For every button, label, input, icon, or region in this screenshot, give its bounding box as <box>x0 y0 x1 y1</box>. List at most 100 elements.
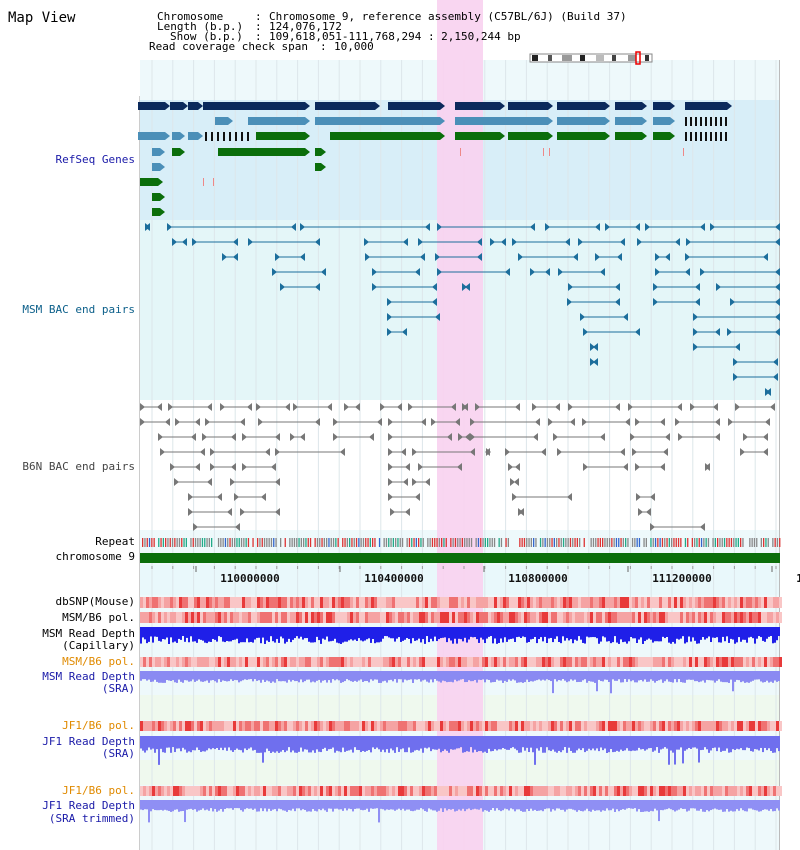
gene-arrow <box>321 148 326 156</box>
msm-sra-depth-bar <box>214 671 216 682</box>
dbsnp-cell <box>740 597 743 608</box>
msm-sra-depth-bar <box>692 671 694 680</box>
ideogram <box>529 53 653 63</box>
msm-sra-depth-bar <box>304 671 306 682</box>
colon: : <box>255 20 262 33</box>
track-label-msm-b6-pol-2[interactable]: MSM/B6 pol. <box>62 655 135 668</box>
jf1-sra-depth-bar <box>204 736 206 752</box>
jf1-trim-depth-bar <box>496 800 498 809</box>
msm-sra-depth-bar <box>708 671 710 681</box>
bac-end <box>655 253 660 261</box>
dbsnp-cell <box>548 597 551 608</box>
msm-pol-cell <box>212 612 215 623</box>
jf1-sra-depth-bar <box>188 736 190 752</box>
track-label-refseq[interactable]: RefSeq Genes <box>55 153 135 166</box>
msm-capillary-depth-bar <box>466 627 468 643</box>
jf1-pol-cell <box>170 721 173 731</box>
msm-pol-cell <box>578 612 581 623</box>
msm-pol-cell <box>545 612 548 623</box>
msm-sra-depth-bar <box>200 671 202 682</box>
msm-capillary-depth-bar <box>342 627 344 643</box>
jf1-pol-cell-2 <box>638 786 641 796</box>
jf1-pol-cell <box>212 721 215 731</box>
dbsnp-cell <box>284 597 287 608</box>
jf1-pol-cell <box>644 721 647 731</box>
gene-block <box>315 148 321 156</box>
repeat-element <box>305 538 307 547</box>
msm-capillary-depth-bar <box>486 627 488 639</box>
bac-end <box>635 328 640 336</box>
jf1-trim-depth-bar <box>598 800 600 811</box>
gene-block <box>315 163 321 171</box>
msm-pol-cell <box>383 612 386 623</box>
msm-sra-depth-bar <box>324 671 326 681</box>
repeat-element <box>408 538 411 547</box>
dbsnp-cell <box>236 597 239 608</box>
track-label-msm-b6-pol[interactable]: MSM/B6 pol. <box>62 611 135 624</box>
msm-pol-cell <box>623 612 626 623</box>
jf1-pol-cell-2 <box>722 786 725 796</box>
msm-pol-cell-2 <box>299 657 302 667</box>
msm-sra-depth-bar <box>222 671 224 681</box>
jf1-trim-depth-bar <box>244 800 246 810</box>
jf1-trim-depth-bar <box>588 800 590 812</box>
track-label-msm-bac[interactable]: MSM BAC end pairs <box>22 303 135 316</box>
bac-end <box>182 238 187 246</box>
dbsnp-cell <box>254 597 257 608</box>
repeat-element <box>622 538 624 547</box>
dbsnp-cell <box>584 597 587 608</box>
track-label-dbsnp[interactable]: dbSNP(Mouse) <box>55 595 135 608</box>
msm-capillary-depth-bar <box>260 627 262 644</box>
msm-capillary-depth-bar <box>462 627 464 642</box>
gene-arrow <box>670 132 675 140</box>
msm-sra-depth-bar <box>504 671 506 681</box>
msm-pol-cell <box>350 612 353 623</box>
bac-end <box>595 253 600 261</box>
track-label-jf1-depth[interactable]: JF1 Read Depth <box>42 735 135 748</box>
track-label-jf1-b6-pol[interactable]: JF1/B6 pol. <box>62 719 135 732</box>
jf1-pol-cell <box>773 721 776 731</box>
msm-capillary-depth-bar <box>654 627 656 642</box>
dbsnp-cell <box>287 597 290 608</box>
msm-sra-depth-bar <box>306 671 308 680</box>
jf1-sra-depth-bar <box>642 736 644 750</box>
track-label-repeat[interactable]: Repeat <box>95 535 135 548</box>
msm-pol-cell-2 <box>737 657 740 667</box>
msm-capillary-depth-bar <box>544 627 546 637</box>
ideogram-band <box>548 55 552 61</box>
jf1-sra-depth-bar <box>618 736 620 752</box>
dbsnp-cell <box>320 597 323 608</box>
msm-sra-depth-bar <box>566 671 568 683</box>
jf1-sra-depth-bar <box>608 736 610 753</box>
repeat-element <box>749 538 751 547</box>
jf1-trim-depth-bar <box>498 800 500 811</box>
repeat-element <box>360 538 362 547</box>
track-label-msm-depth-cap[interactable]: MSM Read Depth <box>42 627 135 640</box>
msm-sra-depth-bar <box>676 671 678 683</box>
jf1-pol-cell-2 <box>566 786 569 796</box>
bac-end <box>220 403 225 411</box>
track-label-jf1-b6-pol-2[interactable]: JF1/B6 pol. <box>62 784 135 797</box>
repeat-element <box>238 538 240 547</box>
track-label-jf1-depth-trim[interactable]: JF1 Read Depth <box>42 799 135 812</box>
repeat-element <box>332 538 335 547</box>
msm-sra-depth-bar <box>528 671 530 682</box>
bac-end <box>730 298 735 306</box>
track-label-msm-depth-sra[interactable]: MSM Read Depth <box>42 670 135 683</box>
jf1-sra-depth-bar <box>604 736 606 749</box>
jf1-sra-depth-bar <box>506 736 508 750</box>
jf1-pol-cell-2 <box>620 786 623 796</box>
jf1-trim-depth-bar <box>486 800 488 811</box>
msm-pol-cell <box>146 612 149 623</box>
jf1-pol-cell <box>743 721 746 731</box>
msm-pol-cell <box>314 612 317 623</box>
repeat-element <box>620 538 622 547</box>
jf1-trim-depth-bar <box>382 800 384 810</box>
gene-block <box>508 102 548 110</box>
msm-pol-cell <box>635 612 638 623</box>
msm-sra-depth-bar <box>192 671 194 680</box>
dbsnp-cell <box>569 597 572 608</box>
msm-sra-depth-bar <box>386 671 388 683</box>
track-label-b6n-bac[interactable]: B6N BAC end pairs <box>22 460 135 473</box>
repeat-element <box>240 538 243 547</box>
